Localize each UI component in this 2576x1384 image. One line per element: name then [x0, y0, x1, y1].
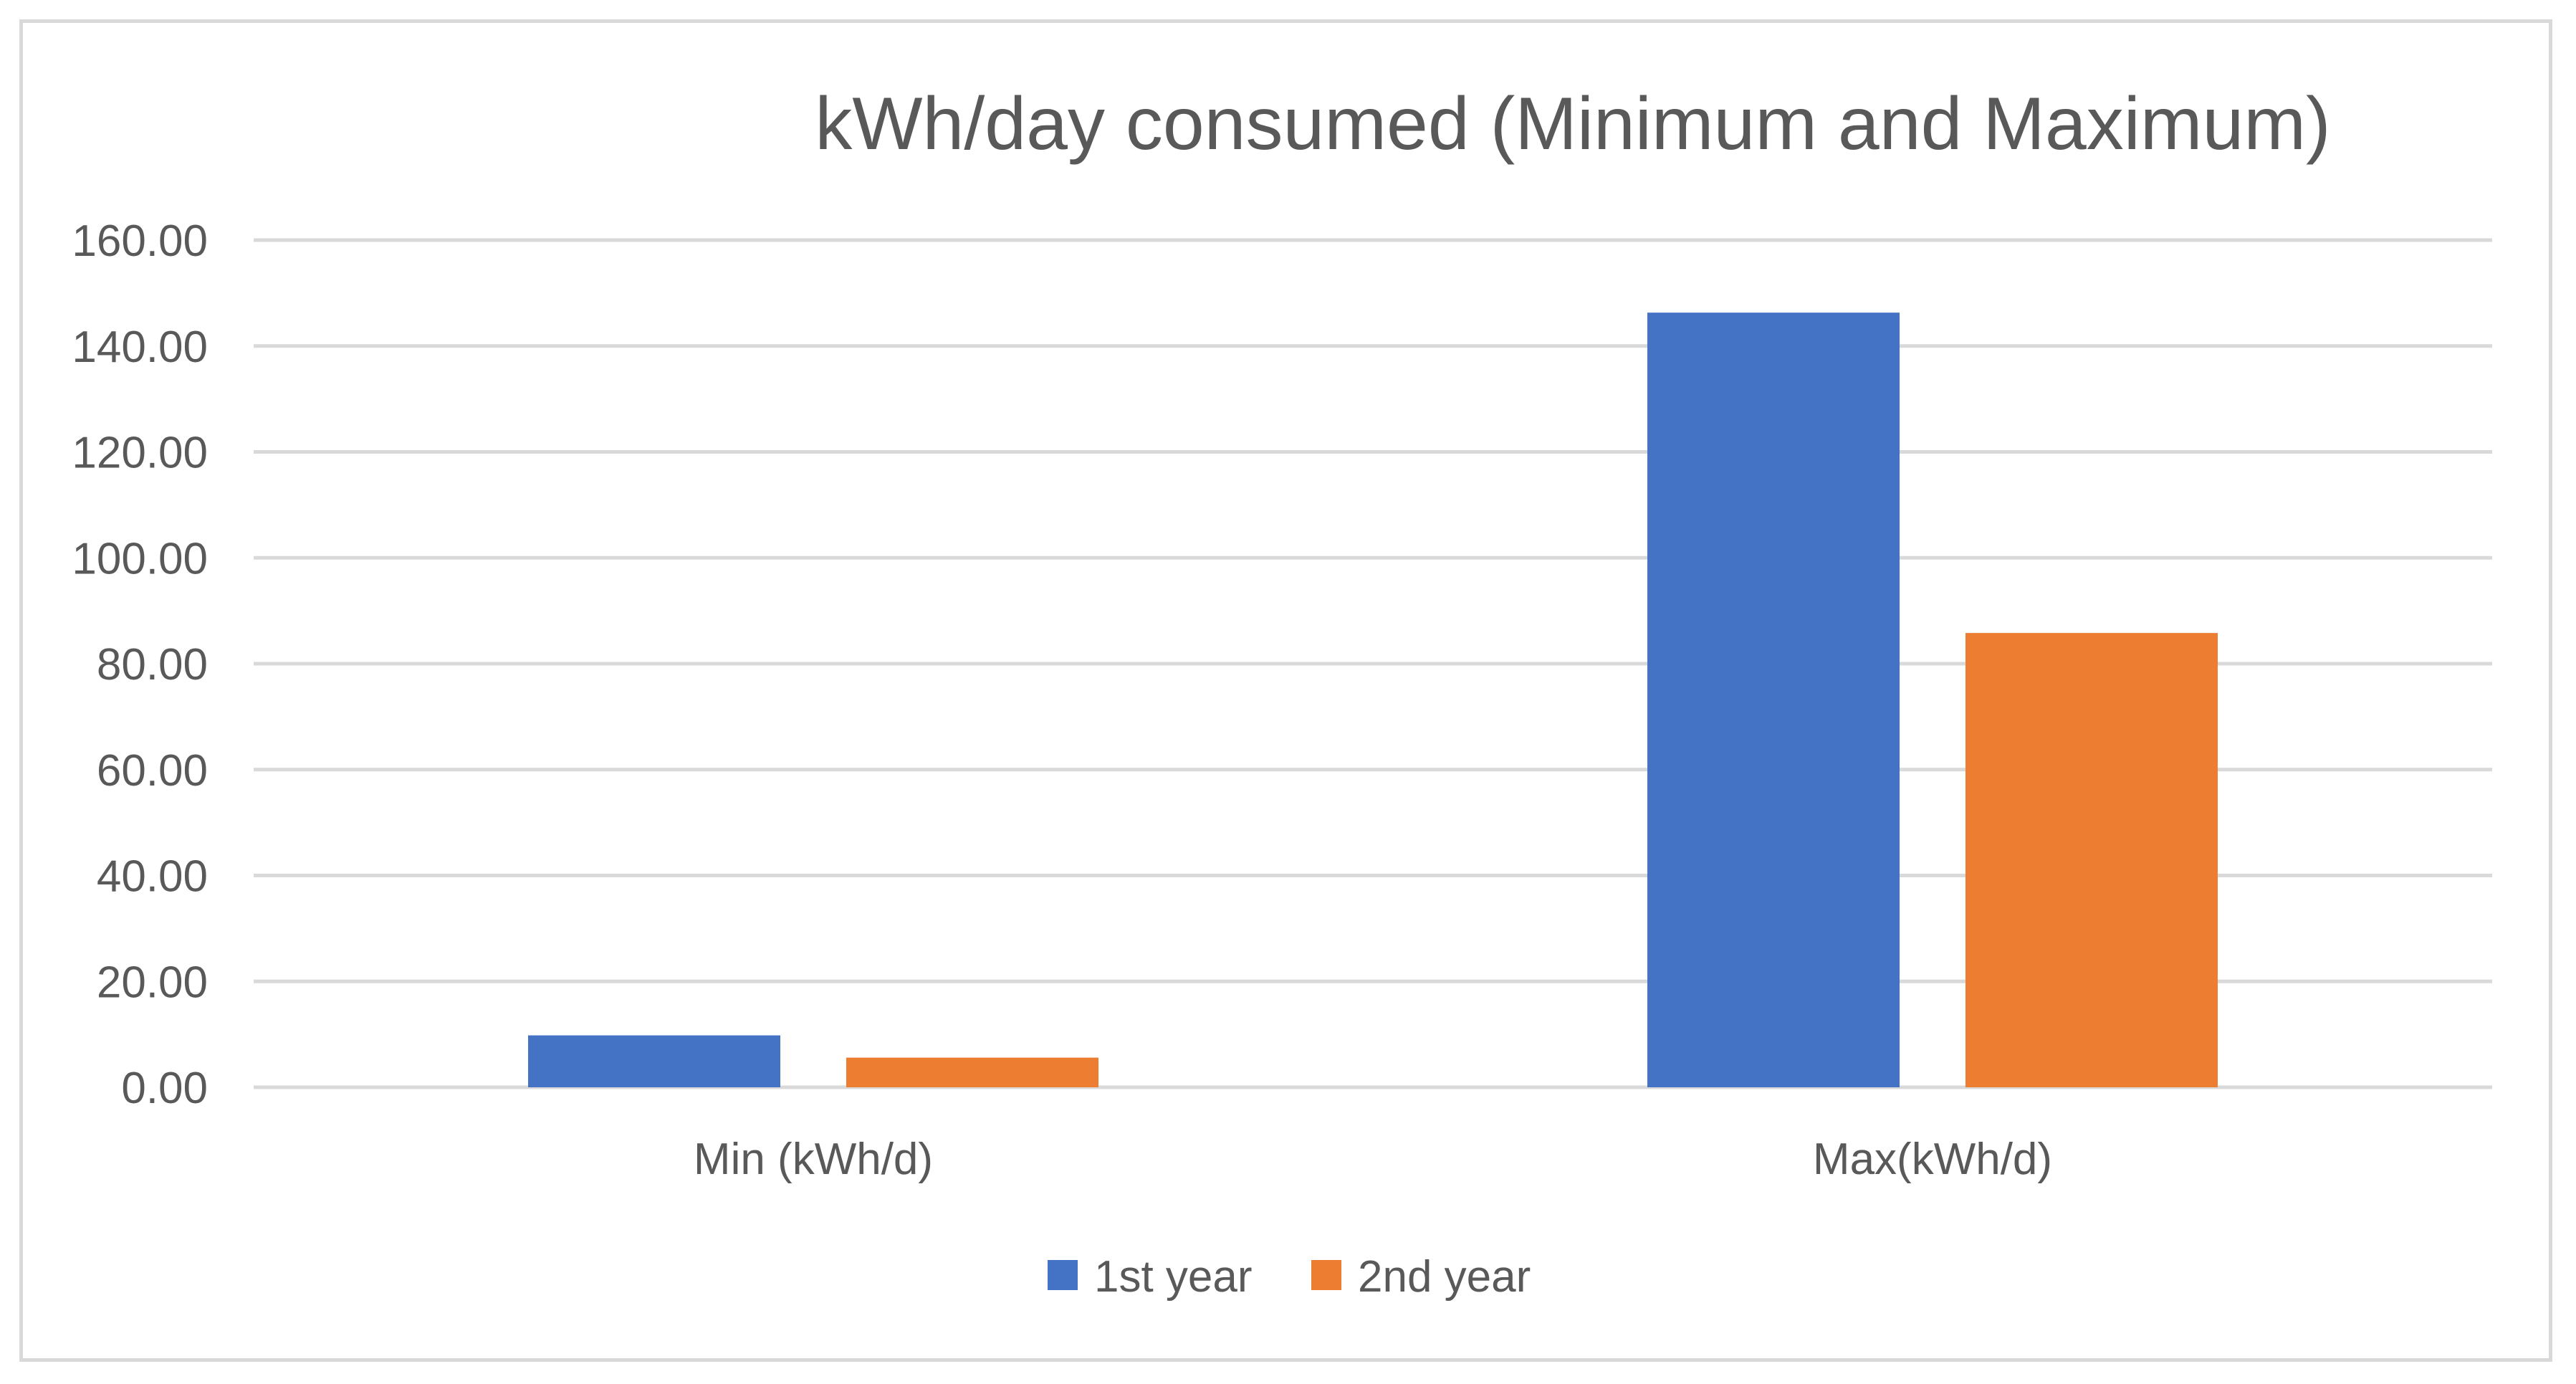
- bar-1st-year-0: [528, 1035, 780, 1087]
- bar-2nd-year-1: [1965, 633, 2218, 1087]
- bars: [528, 312, 2218, 1087]
- y-tick-label: 20.00: [97, 958, 208, 1007]
- y-tick-label: 100.00: [72, 534, 208, 583]
- x-category-label: Max(kWh/d): [1813, 1135, 2052, 1184]
- chart-title: kWh/day consumed (Minimum and Maximum): [815, 82, 2330, 166]
- legend-swatch: [1311, 1260, 1341, 1290]
- legend-label: 1st year: [1094, 1252, 1253, 1302]
- y-tick-label: 0.00: [121, 1064, 208, 1113]
- bar-2nd-year-0: [846, 1057, 1098, 1087]
- legend-swatch: [1048, 1260, 1078, 1290]
- legend: 1st year 2nd year: [1048, 1252, 1531, 1302]
- y-tick-label: 80.00: [97, 640, 208, 689]
- y-tick-label: 160.00: [72, 216, 208, 266]
- y-tick-label: 140.00: [72, 323, 208, 372]
- y-tick-label: 60.00: [97, 746, 208, 796]
- x-category-label: Min (kWh/d): [694, 1135, 933, 1184]
- y-tick-label: 120.00: [72, 429, 208, 478]
- y-axis-tick-labels: 0.00 20.00 40.00 60.00 80.00 100.00 120.00 140.…: [72, 216, 208, 1113]
- legend-label: 2nd year: [1358, 1252, 1531, 1302]
- y-tick-label: 40.00: [97, 852, 208, 902]
- bar-1st-year-1: [1647, 312, 1900, 1087]
- x-axis-category-labels: Min (kWh/d) Max(kWh/d): [694, 1135, 2052, 1184]
